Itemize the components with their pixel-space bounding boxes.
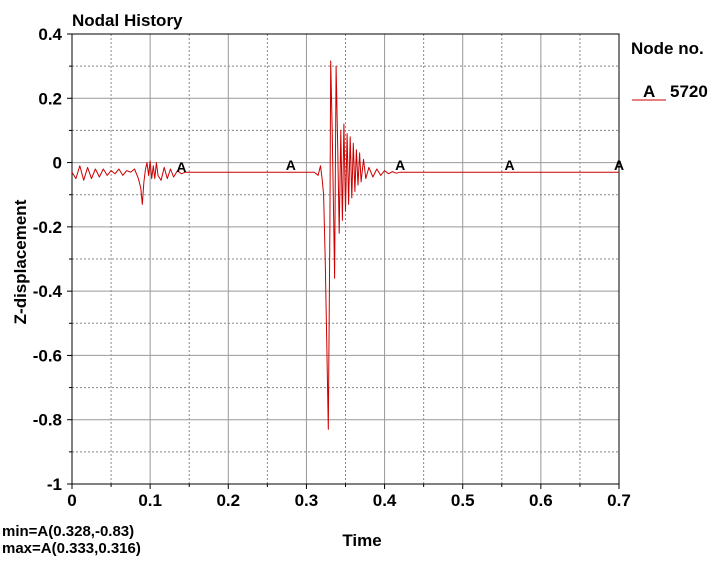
y-tick-label: 0 <box>53 154 62 173</box>
series-marker: A <box>614 157 624 173</box>
x-tick-label: 0.6 <box>529 491 553 510</box>
series-marker: A <box>176 159 186 175</box>
min-annotation: min=A(0.328,-0.83) <box>2 523 134 540</box>
y-tick-label: -0.4 <box>33 282 63 301</box>
series-marker: A <box>505 157 515 173</box>
x-axis-label: Time <box>342 531 381 550</box>
series-marker: A <box>286 157 296 173</box>
y-tick-label: 0.2 <box>38 89 62 108</box>
x-tick-label: 0.1 <box>138 491 162 510</box>
legend-entry-marker: A <box>643 82 655 101</box>
series-line-5720 <box>71 60 619 430</box>
y-axis-label: Z-displacement <box>11 199 30 324</box>
x-tick-label: 0.7 <box>607 491 631 510</box>
chart-title: Nodal History <box>72 11 183 30</box>
series-marker: A <box>395 157 405 173</box>
x-tick-label: 0.5 <box>451 491 475 510</box>
y-tick-label: 0.4 <box>38 25 62 44</box>
legend-entry-label: 5720 <box>670 82 708 101</box>
x-tick-label: 0.3 <box>295 491 319 510</box>
x-axis-ticks: 0 0.1 0.2 0.3 0.4 0.5 0.6 0.7 <box>67 484 631 510</box>
chart-grid <box>72 34 619 484</box>
x-tick-label: 0 <box>67 491 76 510</box>
y-tick-label: -0.8 <box>33 411 62 430</box>
max-annotation: max=A(0.333,0.316) <box>2 540 141 557</box>
legend-title: Node no. <box>631 39 704 58</box>
x-tick-label: 0.2 <box>216 491 240 510</box>
y-tick-label: -0.6 <box>33 346 62 365</box>
y-tick-label: -0.2 <box>33 218 62 237</box>
y-tick-label: -1 <box>47 475 62 494</box>
x-tick-label: 0.4 <box>373 491 397 510</box>
legend: Node no. A 5720 <box>631 39 708 101</box>
y-axis-ticks: 0.4 0.2 0 -0.2 -0.4 -0.6 -0.8 -1 <box>33 25 72 494</box>
